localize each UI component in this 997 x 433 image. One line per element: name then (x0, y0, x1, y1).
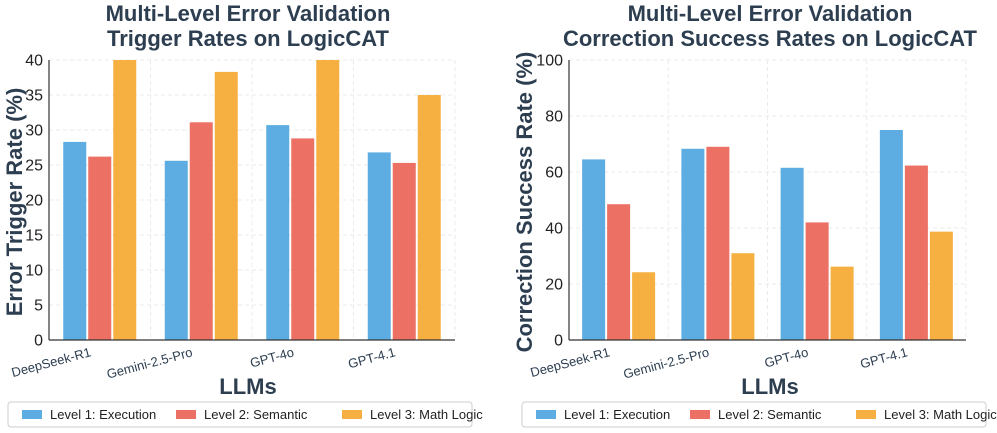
chart-2-ytick-label: 20 (545, 277, 563, 294)
chart-2-y-axis-label: Correction Success Rate (%) (512, 52, 537, 353)
chart-2-ytick-label: 60 (545, 165, 563, 182)
chart-2-legend-label-level-3: Level 3: Math Logic (884, 407, 997, 422)
chart-2-bar-gemini-2-5-pro-level-1 (681, 148, 705, 340)
chart-1-ytick-label: 20 (25, 193, 43, 210)
chart-1-title-line-1: Multi-Level Error Validation (106, 1, 391, 26)
chart-2-legend-swatch-level-2 (690, 410, 710, 419)
chart-1-legend-label-level-2: Level 2: Semantic (204, 407, 308, 422)
chart-1-ytick-label: 40 (25, 53, 43, 70)
chart-2-bar-deepseek-r1-level-1 (582, 159, 606, 340)
chart-1-bar-gpt-4-1-level-3 (417, 95, 441, 340)
chart-1-bar-gpt-4o-level-2 (291, 138, 315, 340)
chart-1-bar-gpt-4o-level-3 (316, 60, 340, 340)
chart-2-xtick-label: DeepSeek-R1 (529, 344, 612, 380)
chart-1-legend-label-level-3: Level 3: Math Logic (370, 407, 483, 422)
chart-1-bar-gpt-4-1-level-1 (367, 152, 391, 340)
chart-2-ytick-label: 100 (536, 53, 563, 70)
chart-2-bar-gpt-4-1-level-3 (929, 231, 953, 340)
chart-2-ytick-label: 40 (545, 221, 563, 238)
chart-2-bar-gpt-4-1-level-1 (879, 130, 903, 340)
chart-2-legend-swatch-level-1 (536, 410, 556, 419)
chart-2-bar-gpt-4o-level-2 (805, 222, 829, 340)
chart-1-legend-frame (7, 401, 473, 428)
chart-2-legend: Level 1: Execution Level 2: Semantic Level… (521, 401, 997, 428)
chart-1-bar-gemini-2-5-pro-level-1 (164, 160, 188, 340)
chart-2-legend-swatch-level-3 (856, 410, 876, 419)
chart-2-xtick-label: GPT-4.1 (858, 344, 909, 371)
chart-2-bar-deepseek-r1-level-3 (632, 272, 656, 340)
chart-1-xtick-label: GPT-4o (248, 344, 295, 370)
chart-1-bar-deepseek-r1-level-3 (113, 60, 137, 340)
chart-2-legend-frame (521, 401, 987, 428)
chart-2-ytick-label: 80 (545, 109, 563, 126)
chart-2-xtick-label: GPT-4o (763, 344, 810, 370)
chart-2-bar-gpt-4o-level-3 (830, 266, 854, 340)
chart-2-bar-gemini-2-5-pro-level-3 (731, 253, 755, 340)
chart-1-y-axis-label: Error Trigger Rate (%) (2, 88, 27, 317)
chart-1-legend-swatch-level-3 (342, 410, 362, 419)
chart-1-ytick-label: 15 (25, 228, 43, 245)
chart-1-ytick-label: 10 (25, 263, 43, 280)
chart-1-xtick-label: DeepSeek-R1 (10, 344, 93, 380)
chart-1-ytick-label: 25 (25, 158, 43, 175)
chart-1-ytick-label: 30 (25, 123, 43, 140)
chart-1-bar-gemini-2-5-pro-level-3 (214, 71, 238, 341)
chart-1-ytick-label: 35 (25, 88, 43, 105)
chart-2-bar-gemini-2-5-pro-level-2 (706, 146, 730, 340)
chart-1-legend-label-level-1: Level 1: Execution (50, 407, 156, 422)
chart-1-xtick-label: GPT-4.1 (346, 344, 397, 371)
chart-1-title-line-2: Trigger Rates on LogicCAT (107, 26, 390, 51)
chart-1-bar-deepseek-r1-level-2 (88, 156, 112, 340)
chart-1-ytick-label: 5 (34, 298, 43, 315)
chart-1-bar-deepseek-r1-level-1 (63, 141, 87, 340)
chart-1-legend: Level 1: Execution Level 2: Semantic Level… (7, 401, 483, 428)
chart-2-bar-gpt-4o-level-1 (780, 167, 804, 340)
chart-1-legend-swatch-level-1 (22, 410, 42, 419)
chart-1-x-axis-label: LLMs (219, 374, 276, 399)
chart-1-bar-gpt-4-1-level-2 (392, 162, 416, 340)
chart-1-legend-swatch-level-2 (176, 410, 196, 419)
chart-2-title-line-2: Correction Success Rates on LogicCAT (563, 26, 978, 51)
chart-2-x-axis-label: LLMs (741, 374, 798, 399)
chart-1-ytick-label: 0 (34, 333, 43, 350)
chart-2-legend-label-level-2: Level 2: Semantic (718, 407, 822, 422)
chart-2-ytick-label: 0 (554, 333, 563, 350)
chart-2-bar-deepseek-r1-level-2 (607, 204, 631, 340)
chart-1-bar-gemini-2-5-pro-level-2 (189, 122, 213, 340)
chart-2-bar-gpt-4-1-level-2 (904, 165, 928, 340)
chart-2-legend-label-level-1: Level 1: Execution (564, 407, 670, 422)
chart-1-xtick-label: Gemini-2.5-Pro (105, 344, 194, 381)
chart-2-xtick-label: Gemini-2.5-Pro (622, 344, 711, 381)
chart-1-bar-gpt-4o-level-1 (266, 125, 290, 340)
chart-2-title-line-1: Multi-Level Error Validation (628, 1, 913, 26)
